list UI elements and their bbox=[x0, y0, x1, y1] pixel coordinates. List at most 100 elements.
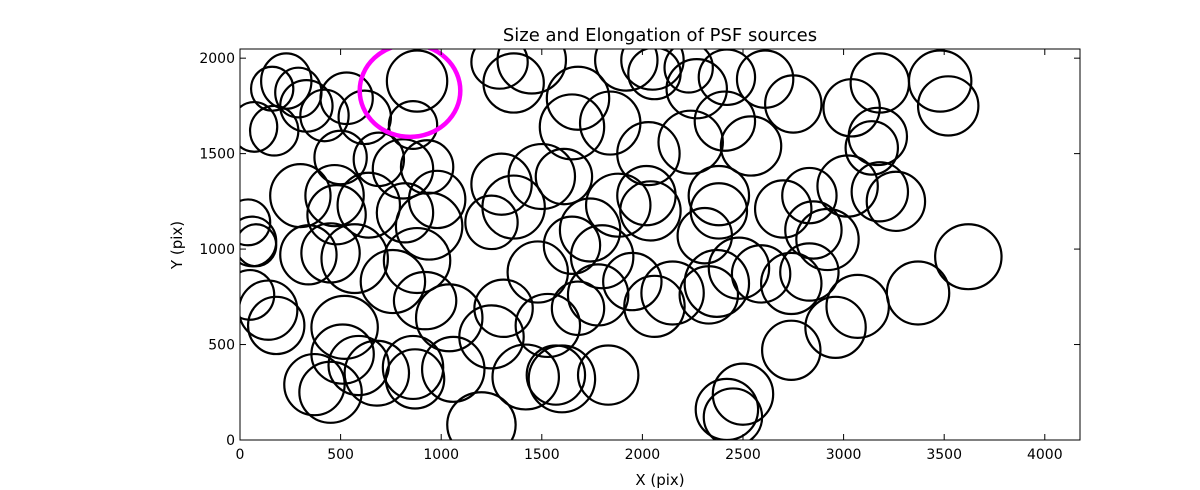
psf-source-ellipse bbox=[240, 268, 276, 321]
psf-source-ellipse bbox=[473, 278, 534, 339]
psf-source-ellipse bbox=[550, 280, 606, 337]
psf-source-ellipse bbox=[697, 49, 757, 107]
psf-source-ellipse bbox=[343, 339, 411, 407]
chart-title: Size and Elongation of PSF sources bbox=[503, 25, 817, 46]
psf-source-ellipse bbox=[711, 362, 775, 426]
y-tick-label: 1000 bbox=[199, 242, 235, 258]
psf-source-ellipse bbox=[558, 197, 622, 263]
psf-source-ellipse bbox=[470, 152, 533, 216]
psf-source-ellipse bbox=[525, 344, 587, 406]
psf-source-ellipse bbox=[470, 49, 529, 90]
x-tick-label: 2000 bbox=[625, 447, 661, 463]
plot-area bbox=[240, 49, 1003, 440]
psf-source-ellipse bbox=[387, 100, 439, 150]
psf-source-ellipse bbox=[240, 279, 299, 341]
psf-source-ellipse bbox=[394, 191, 464, 261]
psf-source-ellipse bbox=[865, 170, 927, 233]
psf-source-ellipse bbox=[616, 164, 677, 227]
psf-source-ellipse bbox=[542, 215, 602, 276]
psf-source-ellipse bbox=[616, 121, 681, 187]
psf-source-ellipse bbox=[825, 273, 890, 339]
psf-source-ellipse bbox=[576, 344, 640, 406]
psf-source-ellipse bbox=[844, 120, 900, 176]
psf-source-ellipse bbox=[753, 179, 813, 239]
psf-source-ellipse bbox=[246, 295, 306, 356]
plot-frame bbox=[239, 48, 1081, 441]
psf-source-ellipse bbox=[885, 260, 951, 326]
y-axis-label: Y (pix) bbox=[168, 221, 186, 270]
x-tick-label: 3500 bbox=[926, 447, 962, 463]
psf-source-ellipse bbox=[784, 200, 843, 260]
x-tick-label: 1500 bbox=[524, 447, 560, 463]
psf-source-ellipse bbox=[384, 348, 446, 410]
psf-source-ellipse bbox=[304, 163, 365, 228]
psf-source-ellipse bbox=[619, 180, 682, 242]
psf-source-ellipse bbox=[298, 360, 363, 424]
psf-source-ellipse bbox=[279, 224, 338, 286]
psf-source-ellipse bbox=[781, 166, 838, 225]
psf-source-ellipse bbox=[352, 131, 406, 188]
psf-source-ellipse bbox=[482, 52, 545, 114]
psf-source-ellipse bbox=[627, 49, 682, 101]
psf-source-ellipse bbox=[507, 142, 577, 211]
psf-source-ellipse bbox=[689, 182, 749, 240]
psf-source-ellipse bbox=[392, 270, 458, 331]
psf-source-ellipse bbox=[299, 88, 350, 143]
psf-source-ellipse bbox=[240, 198, 272, 247]
psf-source-ellipse bbox=[381, 334, 445, 401]
psf-source-ellipse bbox=[496, 49, 568, 95]
psf-source-ellipse bbox=[566, 263, 630, 327]
psf-source-ellipse bbox=[320, 223, 389, 295]
psf-source-ellipse bbox=[578, 90, 642, 156]
psf-source-ellipse bbox=[916, 75, 980, 137]
highlighted-source-ellipse bbox=[357, 49, 463, 140]
psf-source-ellipse bbox=[795, 207, 860, 272]
psf-source-ellipse bbox=[934, 223, 1003, 291]
psf-source-ellipse bbox=[907, 49, 973, 113]
y-tick-label: 500 bbox=[208, 338, 235, 354]
x-tick-label: 2500 bbox=[725, 447, 761, 463]
psf-source-ellipse bbox=[514, 292, 582, 359]
psf-source-ellipse bbox=[534, 147, 594, 206]
psf-source-ellipse bbox=[382, 226, 452, 295]
psf-source-ellipse bbox=[446, 391, 517, 440]
psf-source-ellipse bbox=[371, 138, 435, 200]
psf-source-ellipse bbox=[569, 224, 635, 290]
psf-source-ellipse bbox=[804, 295, 867, 360]
psf-source-ellipse bbox=[491, 343, 560, 411]
x-axis-label: X (pix) bbox=[635, 471, 684, 489]
psf-source-ellipse bbox=[313, 129, 368, 186]
x-tick-label: 1000 bbox=[423, 447, 459, 463]
psf-source-ellipse bbox=[764, 74, 823, 134]
psf-source-ellipse bbox=[279, 79, 334, 133]
psf-source-ellipse bbox=[464, 194, 519, 251]
psf-source-ellipse bbox=[760, 251, 823, 316]
y-tick-label: 1500 bbox=[199, 147, 235, 163]
axis-ticks: 0 500 1000 1500 2000 2500 3000 3500 4000 0 500 1000… bbox=[199, 49, 1080, 463]
psf-source-ellipse bbox=[385, 49, 449, 113]
x-tick-label: 500 bbox=[327, 447, 354, 463]
psf-source-ellipse bbox=[620, 49, 685, 91]
psf-source-ellipse bbox=[693, 90, 757, 152]
psf-source-ellipse bbox=[240, 223, 278, 268]
psf-source-ellipse bbox=[414, 283, 484, 353]
psf-source-ellipse bbox=[761, 319, 822, 381]
psf-source-ellipse bbox=[663, 49, 714, 94]
psf-source-ellipse bbox=[310, 294, 379, 360]
psf-source-ellipse bbox=[779, 242, 840, 302]
psf-source-ellipse bbox=[359, 248, 427, 315]
x-tick-label: 4000 bbox=[1027, 447, 1063, 463]
psf-source-ellipse bbox=[420, 335, 486, 403]
psf-source-ellipse bbox=[687, 164, 751, 227]
psf-source-ellipse bbox=[375, 182, 435, 244]
psf-source-ellipse bbox=[719, 115, 783, 177]
psf-source-ellipse bbox=[584, 172, 652, 238]
psf-source-ellipse bbox=[336, 171, 402, 239]
psf-source-ellipse bbox=[506, 240, 570, 304]
psf-source-ellipse bbox=[240, 100, 279, 153]
psf-source-ellipse bbox=[538, 93, 606, 161]
psf-source-ellipse bbox=[702, 387, 764, 440]
x-tick-label: 3000 bbox=[826, 447, 862, 463]
psf-source-ellipse bbox=[594, 49, 659, 92]
psf-source-ellipse bbox=[683, 248, 751, 318]
